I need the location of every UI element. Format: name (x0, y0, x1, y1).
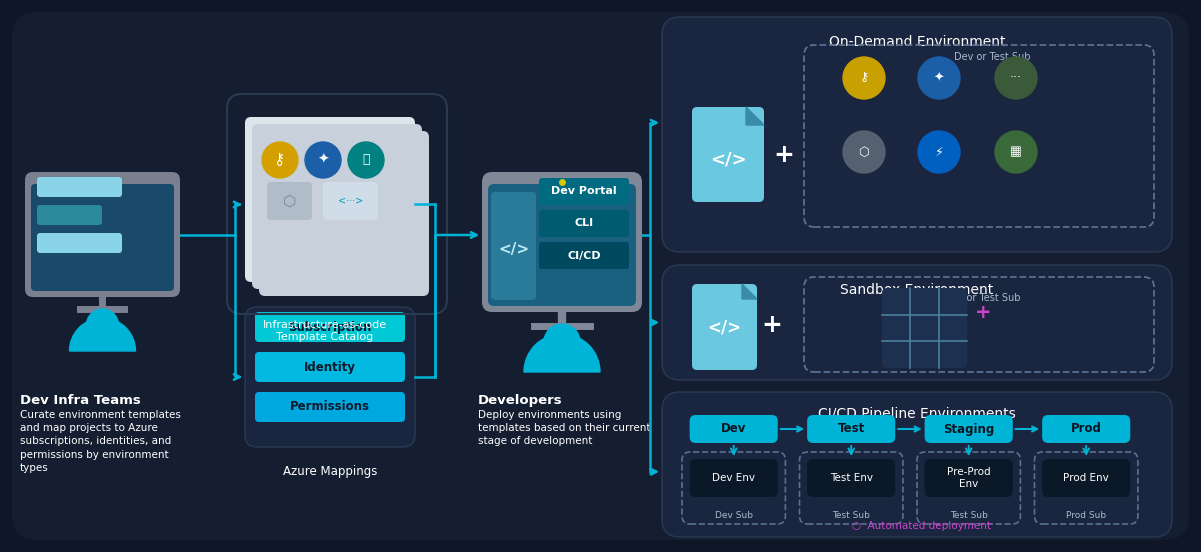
Text: Developers: Developers (478, 394, 562, 407)
Text: 🗲: 🗲 (363, 153, 370, 167)
Text: Staging: Staging (943, 422, 994, 436)
Text: CI/CD: CI/CD (567, 251, 600, 261)
Circle shape (843, 131, 885, 173)
FancyBboxPatch shape (1042, 459, 1130, 497)
Polygon shape (742, 284, 757, 299)
Text: Test Sub: Test Sub (950, 511, 987, 519)
FancyBboxPatch shape (689, 459, 778, 497)
Text: Pre-Prod
Env: Pre-Prod Env (946, 467, 991, 489)
Text: CI/CD Pipeline Environments: CI/CD Pipeline Environments (818, 407, 1016, 421)
FancyBboxPatch shape (37, 233, 123, 253)
Polygon shape (746, 107, 764, 125)
Text: Test Sub: Test Sub (832, 511, 871, 519)
Text: </>: </> (707, 318, 741, 336)
Text: ⚷: ⚷ (860, 72, 868, 84)
Text: ⚡: ⚡ (934, 146, 943, 158)
FancyBboxPatch shape (255, 312, 405, 342)
Text: Permissions: Permissions (289, 401, 370, 413)
Wedge shape (70, 318, 136, 351)
Text: Dev Env: Dev Env (712, 473, 755, 483)
Text: Dev Portal: Dev Portal (551, 187, 617, 197)
FancyBboxPatch shape (662, 17, 1172, 252)
Circle shape (994, 57, 1036, 99)
Text: On-Demand Environment: On-Demand Environment (829, 35, 1005, 49)
FancyBboxPatch shape (488, 184, 637, 306)
FancyBboxPatch shape (807, 415, 895, 443)
FancyBboxPatch shape (539, 242, 629, 269)
FancyBboxPatch shape (267, 182, 312, 220)
FancyBboxPatch shape (692, 284, 757, 370)
Text: Test: Test (837, 422, 865, 436)
Text: Dev: Dev (721, 422, 746, 436)
Text: Curate environment templates
and map projects to Azure
subscriptions, identities: Curate environment templates and map pro… (20, 410, 181, 473)
Circle shape (262, 142, 298, 178)
Text: Prod Env: Prod Env (1063, 473, 1109, 483)
Text: Dev or Test Sub: Dev or Test Sub (954, 52, 1030, 62)
FancyBboxPatch shape (1042, 415, 1130, 443)
Text: ✦: ✦ (933, 72, 944, 84)
Circle shape (86, 309, 119, 341)
Text: Prod Sub: Prod Sub (1066, 511, 1106, 519)
Text: ···: ··· (1010, 72, 1022, 84)
Text: ▦: ▦ (1010, 146, 1022, 158)
Text: ○  Automated deployment: ○ Automated deployment (853, 521, 992, 531)
Text: Subscription: Subscription (288, 321, 371, 333)
FancyBboxPatch shape (662, 392, 1172, 537)
FancyBboxPatch shape (25, 172, 180, 297)
Text: ⬡: ⬡ (282, 194, 297, 209)
Wedge shape (524, 334, 600, 372)
Circle shape (918, 131, 960, 173)
Text: ···: ··· (1023, 424, 1034, 434)
FancyBboxPatch shape (12, 12, 1189, 540)
Text: Dev Infra Teams: Dev Infra Teams (20, 394, 141, 407)
Circle shape (843, 57, 885, 99)
FancyBboxPatch shape (37, 205, 102, 225)
FancyBboxPatch shape (31, 184, 174, 291)
FancyBboxPatch shape (482, 172, 643, 312)
Text: +: + (761, 313, 782, 337)
Circle shape (305, 142, 341, 178)
Text: Azure Mappings: Azure Mappings (282, 465, 377, 478)
FancyBboxPatch shape (255, 392, 405, 422)
Text: Dev or Test Sub: Dev or Test Sub (944, 293, 1021, 303)
Circle shape (994, 131, 1036, 173)
Text: ⬡: ⬡ (859, 146, 870, 158)
FancyBboxPatch shape (245, 117, 416, 282)
Text: CLI: CLI (574, 219, 593, 229)
Text: ✦: ✦ (317, 153, 329, 167)
Text: Sandbox Environment: Sandbox Environment (841, 283, 993, 297)
Circle shape (544, 324, 580, 360)
Text: +: + (975, 302, 992, 321)
Text: </>: </> (498, 242, 530, 257)
FancyBboxPatch shape (882, 288, 967, 368)
Text: Deploy environments using
templates based on their current
stage of development: Deploy environments using templates base… (478, 410, 651, 447)
FancyBboxPatch shape (692, 107, 764, 202)
FancyBboxPatch shape (689, 415, 778, 443)
Text: Identity: Identity (304, 360, 355, 374)
FancyBboxPatch shape (539, 178, 629, 205)
FancyBboxPatch shape (37, 177, 123, 197)
Circle shape (348, 142, 384, 178)
FancyBboxPatch shape (323, 182, 378, 220)
Text: Prod: Prod (1071, 422, 1101, 436)
FancyBboxPatch shape (925, 459, 1012, 497)
FancyBboxPatch shape (807, 459, 895, 497)
FancyBboxPatch shape (259, 131, 429, 296)
FancyBboxPatch shape (255, 352, 405, 382)
FancyBboxPatch shape (539, 210, 629, 237)
Circle shape (918, 57, 960, 99)
FancyBboxPatch shape (662, 265, 1172, 380)
Text: <···>: <···> (337, 196, 363, 206)
Text: Infrastructure-as-code
Template Catalog: Infrastructure-as-code Template Catalog (263, 320, 387, 342)
FancyBboxPatch shape (245, 307, 416, 447)
Text: Dev Sub: Dev Sub (715, 511, 753, 519)
FancyBboxPatch shape (925, 415, 1012, 443)
Text: Test Env: Test Env (830, 473, 873, 483)
Text: </>: </> (710, 151, 746, 168)
Text: +: + (773, 143, 794, 167)
FancyBboxPatch shape (491, 192, 536, 300)
Text: ⚷: ⚷ (275, 152, 286, 167)
FancyBboxPatch shape (252, 124, 422, 289)
